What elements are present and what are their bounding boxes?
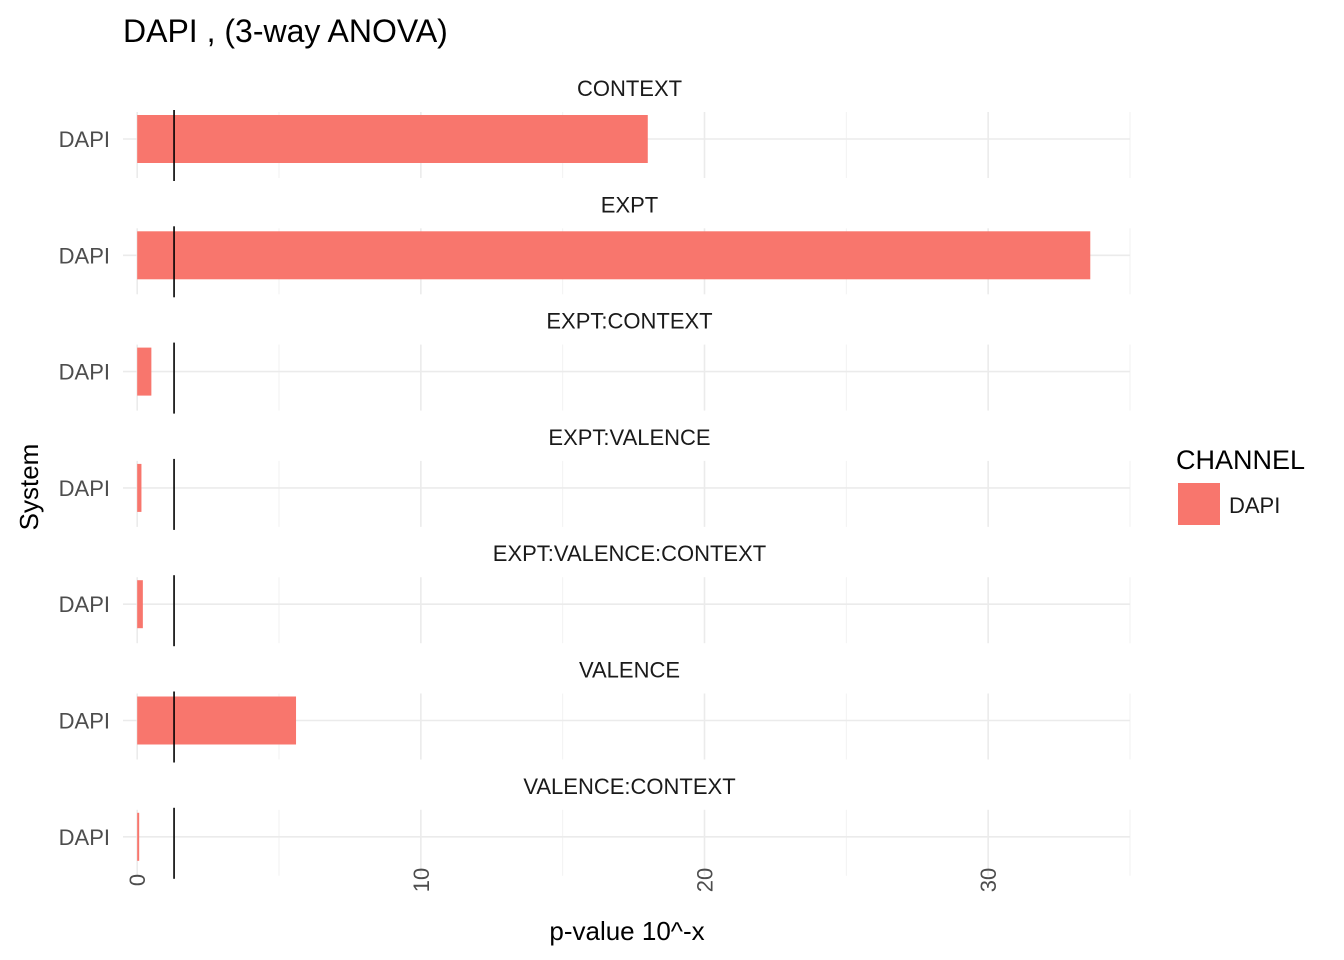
- y-axis-label: System: [14, 444, 44, 531]
- bar: [137, 463, 142, 512]
- facet-panel: EXPT:VALENCE DAPI: [59, 425, 1131, 530]
- facet-label: CONTEXT: [577, 76, 682, 101]
- facet-label: VALENCE:CONTEXT: [523, 774, 735, 799]
- bar: [137, 115, 648, 163]
- facet-panel: EXPT DAPI: [59, 192, 1131, 298]
- x-tick-label: 10: [409, 868, 434, 892]
- bar: [137, 580, 143, 629]
- x-axis-label: p-value 10^-x: [549, 916, 704, 946]
- facet-panel: VALENCE:CONTEXT DAPI: [59, 774, 1131, 879]
- facet-label: EXPT:VALENCE:CONTEXT: [493, 541, 766, 566]
- bar: [137, 696, 297, 745]
- facet-label: EXPT:CONTEXT: [546, 309, 712, 334]
- y-tick-label: DAPI: [59, 360, 110, 385]
- x-tick-label: 30: [976, 868, 1001, 892]
- bar: [137, 812, 140, 861]
- facet-label: EXPT: [601, 192, 658, 217]
- chart-title: DAPI , (3-way ANOVA): [123, 13, 448, 49]
- y-tick-label: DAPI: [59, 709, 110, 734]
- facet-panel: CONTEXT DAPI: [59, 76, 1131, 181]
- legend-title: CHANNEL: [1176, 445, 1305, 475]
- y-tick-label: DAPI: [59, 243, 110, 268]
- legend-key-dapi: [1178, 483, 1220, 525]
- legend-item-dapi: DAPI: [1229, 493, 1280, 518]
- legend: CHANNEL DAPI: [1176, 445, 1305, 525]
- facet-panel: EXPT:VALENCE:CONTEXT DAPI: [59, 541, 1131, 647]
- x-tick-label: 0: [125, 874, 150, 886]
- bar: [137, 231, 1091, 280]
- x-axis-ticks: 0 10 20 30: [125, 868, 1001, 892]
- y-tick-label: DAPI: [59, 476, 110, 501]
- facet-label: EXPT:VALENCE: [548, 425, 710, 450]
- facet-label: VALENCE: [579, 658, 680, 683]
- y-tick-label: DAPI: [59, 127, 110, 152]
- facet-panel: VALENCE DAPI: [59, 658, 1131, 763]
- facet-panel: EXPT:CONTEXT DAPI: [59, 309, 1131, 414]
- bar: [137, 347, 152, 396]
- y-tick-label: DAPI: [59, 825, 110, 850]
- y-tick-label: DAPI: [59, 592, 110, 617]
- x-tick-label: 20: [693, 868, 718, 892]
- facet-panels: CONTEXTDAPIEXPTDAPIEXPT:CONTEXTDAPIEXPT:…: [59, 76, 1131, 879]
